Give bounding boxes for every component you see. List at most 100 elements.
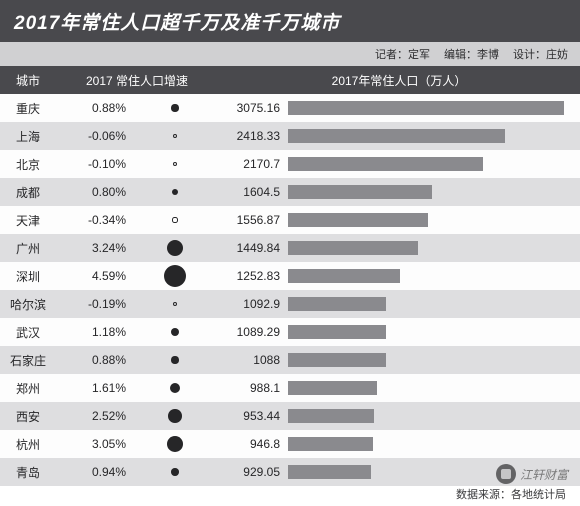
growth-bubble-wrap bbox=[132, 217, 218, 222]
growth-bubble-wrap bbox=[132, 383, 218, 393]
population-value: 1604.5 bbox=[218, 185, 288, 199]
cell-population: 1252.83 bbox=[218, 269, 580, 283]
growth-percent: -0.19% bbox=[56, 297, 132, 311]
growth-bubble bbox=[173, 302, 178, 307]
cell-growth: -0.19% bbox=[56, 297, 218, 311]
cell-population: 1088 bbox=[218, 353, 580, 367]
cell-growth: 2.52% bbox=[56, 409, 218, 423]
growth-percent: 3.24% bbox=[56, 241, 132, 255]
growth-bubble-wrap bbox=[132, 104, 218, 111]
growth-bubble bbox=[171, 328, 179, 336]
growth-bubble-wrap bbox=[132, 436, 218, 452]
watermark-text: 江轩财富 bbox=[520, 466, 568, 483]
population-value: 946.8 bbox=[218, 437, 288, 451]
cell-city: 石家庄 bbox=[0, 352, 56, 369]
population-value: 1252.83 bbox=[218, 269, 288, 283]
growth-percent: -0.34% bbox=[56, 213, 132, 227]
population-bar bbox=[288, 381, 377, 395]
population-bar-track bbox=[288, 381, 580, 395]
cell-growth: 0.88% bbox=[56, 353, 218, 367]
population-value: 1088 bbox=[218, 353, 288, 367]
population-bar bbox=[288, 297, 386, 311]
population-value: 929.05 bbox=[218, 465, 288, 479]
growth-percent: 2.52% bbox=[56, 409, 132, 423]
population-value: 2418.33 bbox=[218, 129, 288, 143]
growth-bubble bbox=[173, 162, 177, 166]
footer-source: 数据来源：各地统计局 bbox=[0, 485, 580, 503]
table-row: 成都0.80% 1604.5 bbox=[0, 178, 580, 206]
population-bar bbox=[288, 465, 371, 479]
population-bar-track bbox=[288, 297, 580, 311]
population-value: 1556.87 bbox=[218, 213, 288, 227]
cell-city: 青岛 bbox=[0, 464, 56, 481]
cell-growth: 4.59% bbox=[56, 265, 218, 287]
table-row: 北京-0.10% 2170.7 bbox=[0, 150, 580, 178]
credit-pair: 记者：定军 bbox=[375, 46, 430, 62]
watermark-icon bbox=[496, 464, 516, 484]
growth-bubble-wrap bbox=[132, 328, 218, 336]
growth-bubble bbox=[173, 134, 177, 138]
growth-bubble-wrap bbox=[132, 162, 218, 166]
cell-city: 广州 bbox=[0, 240, 56, 257]
cell-population: 946.8 bbox=[218, 437, 580, 451]
population-bar-track bbox=[288, 129, 580, 143]
table-body: 重庆0.88%3075.16上海-0.06%2418.33北京-0.10%217… bbox=[0, 94, 580, 486]
cell-city: 上海 bbox=[0, 128, 56, 145]
growth-bubble-wrap bbox=[132, 189, 218, 196]
table-row: 广州3.24%1449.84 bbox=[0, 234, 580, 262]
population-bar bbox=[288, 213, 428, 227]
table-row: 杭州3.05%946.8 bbox=[0, 430, 580, 458]
growth-bubble-wrap bbox=[132, 468, 218, 475]
table-row: 重庆0.88%3075.16 bbox=[0, 94, 580, 122]
table-row: 哈尔滨-0.19%1092.9 bbox=[0, 290, 580, 318]
growth-bubble bbox=[167, 240, 184, 257]
cell-city: 北京 bbox=[0, 156, 56, 173]
population-bar bbox=[288, 409, 374, 423]
cell-population: 2170.7 bbox=[218, 157, 580, 171]
population-value: 3075.16 bbox=[218, 101, 288, 115]
cell-population: 988.1 bbox=[218, 381, 580, 395]
credits-row: 记者：定军编辑：李博设计：庄妨 bbox=[0, 42, 580, 66]
population-bar-track bbox=[288, 409, 580, 423]
population-bar bbox=[288, 241, 418, 255]
growth-percent: 0.80% bbox=[56, 185, 132, 199]
growth-bubble-wrap bbox=[132, 265, 218, 287]
growth-percent: 1.61% bbox=[56, 381, 132, 395]
population-value: 2170.7 bbox=[218, 157, 288, 171]
growth-bubble-wrap bbox=[132, 356, 218, 363]
table-header: 城市 2017 常住人口增速 2017年常住人口（万人） bbox=[0, 66, 580, 94]
population-bar-track bbox=[288, 269, 580, 283]
table-row: 上海-0.06% 2418.33 bbox=[0, 122, 580, 150]
cell-city: 天津 bbox=[0, 212, 56, 229]
population-bar-track bbox=[288, 157, 580, 171]
population-bar bbox=[288, 157, 483, 171]
growth-percent: 4.59% bbox=[56, 269, 132, 283]
col-header-growth: 2017 常住人口增速 bbox=[56, 72, 218, 89]
cell-population: 1556.87 bbox=[218, 213, 580, 227]
cell-growth: 0.80% bbox=[56, 185, 218, 199]
title-bar: 2017年常住人口超千万及准千万城市 bbox=[0, 0, 580, 42]
population-bar bbox=[288, 437, 373, 451]
population-value: 953.44 bbox=[218, 409, 288, 423]
population-bar bbox=[288, 101, 564, 115]
growth-percent: 0.88% bbox=[56, 101, 132, 115]
table-row: 郑州1.61%988.1 bbox=[0, 374, 580, 402]
chart-container: 2017年常住人口超千万及准千万城市 记者：定军编辑：李博设计：庄妨 城市 20… bbox=[0, 0, 580, 506]
population-bar bbox=[288, 353, 386, 367]
cell-growth: 3.24% bbox=[56, 240, 218, 257]
cell-growth: -0.06% bbox=[56, 129, 218, 143]
population-bar-track bbox=[288, 353, 580, 367]
cell-growth: 0.88% bbox=[56, 101, 218, 115]
population-value: 1089.29 bbox=[218, 325, 288, 339]
cell-population: 1089.29 bbox=[218, 325, 580, 339]
growth-percent: -0.06% bbox=[56, 129, 132, 143]
population-bar bbox=[288, 269, 400, 283]
population-bar bbox=[288, 185, 432, 199]
cell-city: 成都 bbox=[0, 184, 56, 201]
cell-population: 2418.33 bbox=[218, 129, 580, 143]
growth-percent: 0.94% bbox=[56, 465, 132, 479]
population-bar-track bbox=[288, 241, 580, 255]
growth-percent: -0.10% bbox=[56, 157, 132, 171]
cell-growth: -0.34% bbox=[56, 213, 218, 227]
cell-city: 深圳 bbox=[0, 268, 56, 285]
